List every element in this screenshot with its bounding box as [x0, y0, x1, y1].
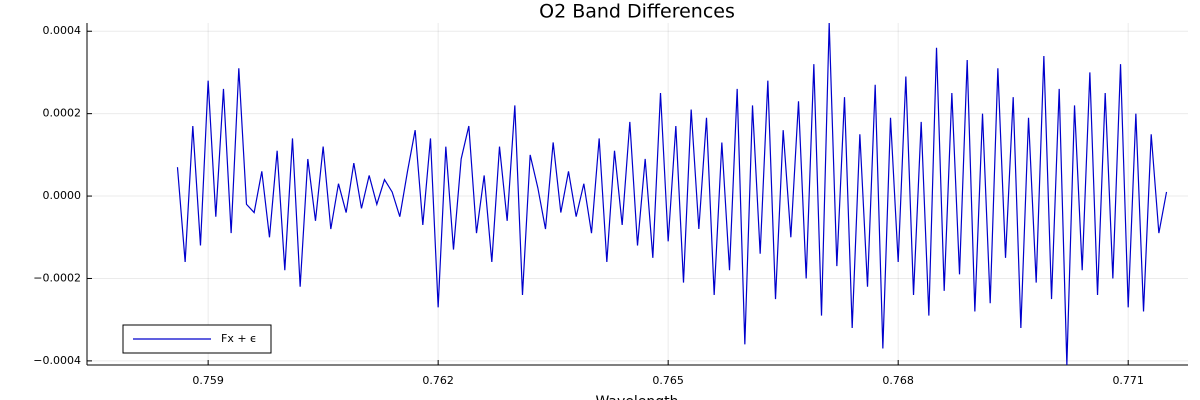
x-tick-label: 0.765 — [652, 374, 684, 387]
x-axis-label: Wavelength — [595, 394, 678, 400]
legend-label: Fx + ϵ — [221, 332, 257, 345]
data-line — [176, 22, 1168, 366]
y-tick-label: −0.0004 — [33, 354, 81, 367]
y-tick-label: −0.0002 — [33, 271, 81, 284]
y-tick-label: 0.0000 — [43, 189, 82, 202]
y-tick-label: 0.0004 — [43, 24, 82, 37]
y-tick-label: 0.0002 — [43, 107, 82, 120]
x-tick-label: 0.768 — [882, 374, 914, 387]
chart-title: O2 Band Differences — [539, 1, 735, 23]
x-tick-label: 0.759 — [192, 374, 224, 387]
x-tick-label: 0.762 — [422, 374, 454, 387]
x-tick-label: 0.771 — [1112, 374, 1144, 387]
